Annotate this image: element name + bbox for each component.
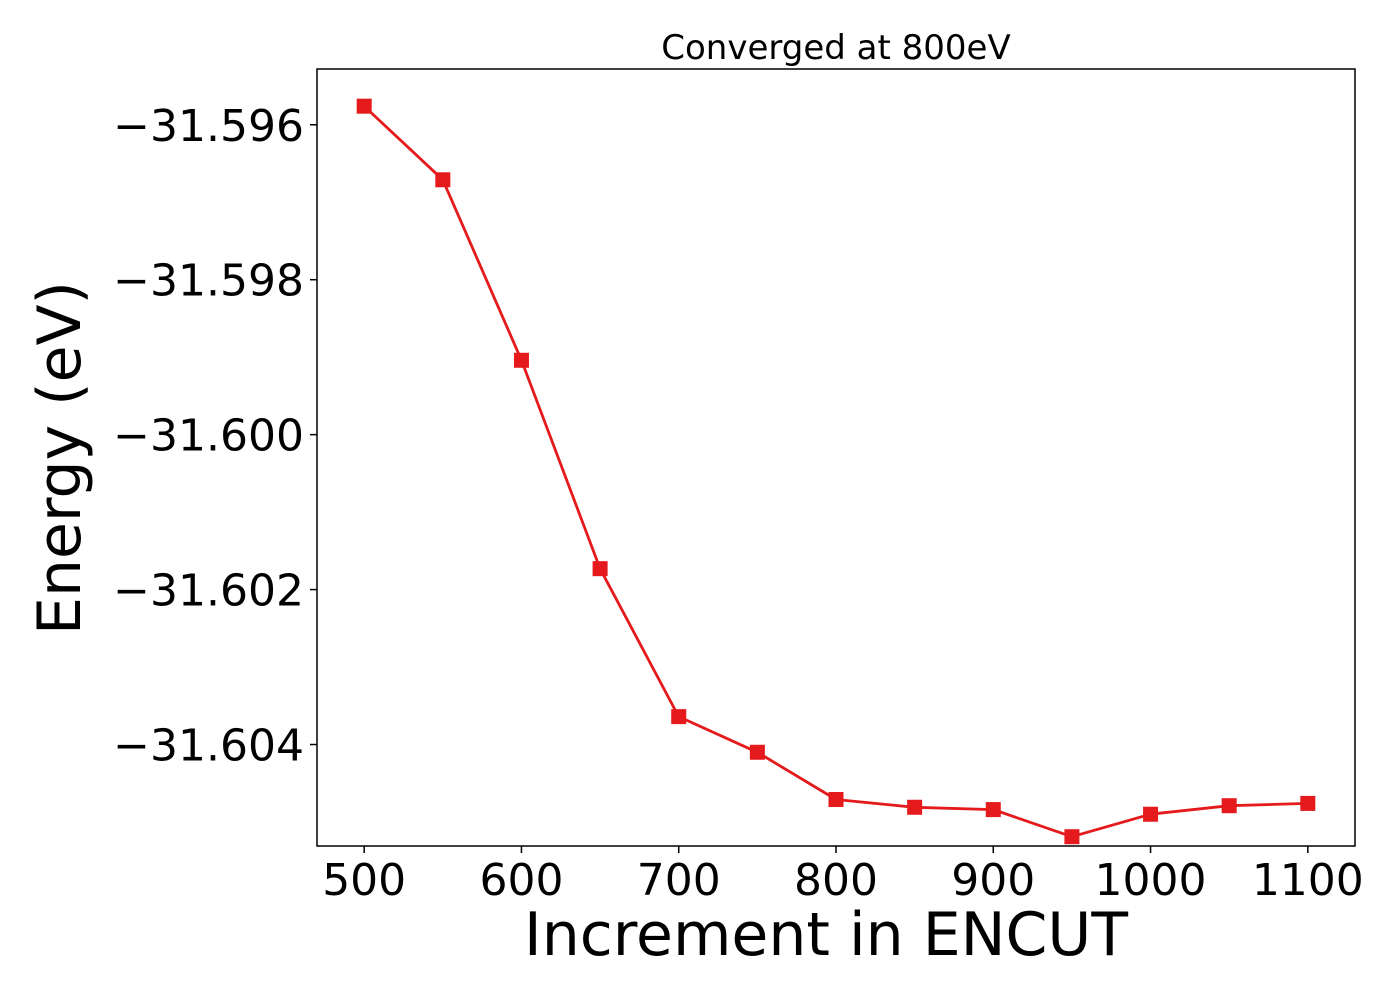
data-point-marker	[907, 799, 923, 815]
x-tick-label: 600	[479, 855, 563, 906]
x-tick-label: 700	[637, 855, 721, 906]
x-tick-label: 500	[322, 855, 406, 906]
data-point-marker	[985, 802, 1001, 818]
x-tick-label: 1100	[1252, 855, 1364, 906]
data-point-marker	[1143, 806, 1159, 822]
y-tick-label: −31.604	[113, 721, 304, 772]
data-point-marker	[1300, 795, 1316, 811]
x-tick-label: 1000	[1095, 855, 1207, 906]
y-tick-label: −31.598	[113, 256, 304, 307]
x-tick-label: 900	[951, 855, 1035, 906]
x-axis-ticks: 500 600 700 800 900 1000 1100	[322, 846, 1364, 906]
y-axis-ticks: −31.596 −31.598 −31.600 −31.602 −31.604	[113, 101, 317, 772]
y-axis-label: Energy (eV)	[25, 281, 95, 635]
data-point-marker	[749, 744, 765, 760]
data-point-marker	[435, 172, 451, 188]
series-line	[363, 105, 1308, 839]
chart-title: Converged at 800eV	[661, 28, 1010, 68]
y-tick-label: −31.596	[113, 101, 304, 152]
plot-area-frame	[316, 68, 1356, 847]
y-tick-label: −31.602	[113, 566, 304, 617]
data-point-marker	[671, 709, 687, 725]
data-point-marker	[828, 792, 844, 808]
x-tick-label: 800	[794, 855, 878, 906]
x-axis-label: Increment in ENCUT	[524, 900, 1128, 970]
data-point-marker	[513, 352, 529, 368]
series-layer	[356, 98, 1316, 845]
data-point-marker	[356, 98, 372, 114]
data-point-marker	[1221, 798, 1237, 814]
data-point-marker	[592, 561, 608, 577]
data-point-marker	[1064, 829, 1080, 845]
y-tick-label: −31.600	[113, 411, 304, 462]
